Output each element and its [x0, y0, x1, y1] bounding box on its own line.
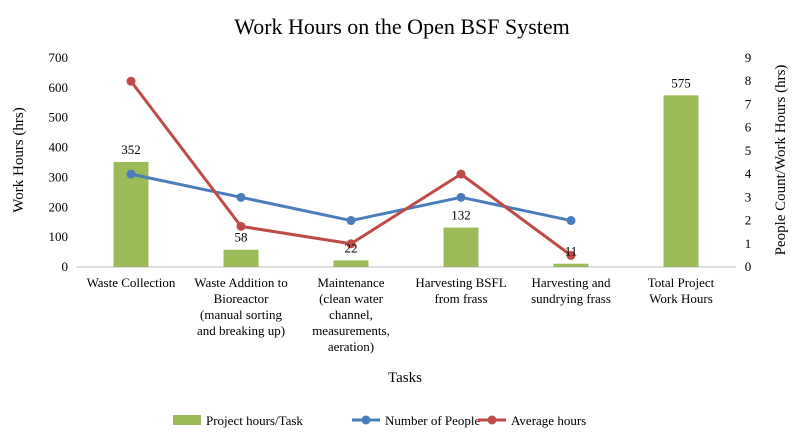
category-label: Harvesting BSFL from frass	[415, 275, 506, 306]
y2-tick-label: 7	[745, 96, 752, 111]
line-point	[236, 192, 246, 202]
y2-tick-label: 1	[745, 236, 752, 251]
category-label: Waste Addition to Bioreactor (manual sorti…	[194, 275, 288, 338]
legend-label: Average hours	[511, 413, 586, 428]
category-label-line: channel,	[329, 307, 373, 322]
category-label: Harvesting and sundrying frass	[531, 275, 611, 306]
line-point	[456, 192, 466, 202]
bar-value-label: 575	[671, 75, 691, 90]
y-tick-label: 500	[49, 110, 69, 125]
category-label-line: Maintenance	[317, 275, 384, 290]
right-axis: 0 1 2 3 4 5 6 7 8 9	[745, 50, 752, 274]
line-path	[130, 172, 572, 223]
line-point	[346, 239, 356, 249]
y2-tick-label: 9	[745, 50, 752, 65]
line-point	[126, 76, 136, 86]
legend: Project hours/Task Number of People Averag…	[173, 413, 586, 428]
line-path	[129, 80, 572, 257]
bar-series	[113, 95, 699, 267]
line-point	[456, 169, 466, 179]
y2-tick-label: 6	[745, 120, 752, 135]
category-label-line: Harvesting BSFL	[415, 275, 506, 290]
bar-data-labels: 352 58 22 132 11 575	[121, 75, 691, 258]
category-label-line: Bioreactor	[214, 291, 270, 306]
bar	[553, 263, 589, 267]
bar	[333, 260, 369, 267]
left-axis: 0 100 200 300 400 500 600 700	[49, 50, 69, 274]
category-label-line: Work Hours	[649, 291, 713, 306]
bar-value-label: 11	[565, 244, 578, 259]
y2-axis-title: People Count/Work Hours (hrs)	[773, 65, 789, 256]
line-point	[346, 216, 356, 226]
y2-tick-label: 3	[745, 189, 752, 204]
y2-tick-label: 5	[745, 143, 752, 158]
bar	[223, 249, 259, 267]
category-label-line: sundrying frass	[531, 291, 611, 306]
y-tick-label: 100	[49, 229, 69, 244]
category-label: Total Project Work Hours	[648, 275, 715, 306]
y2-tick-label: 4	[745, 166, 752, 181]
y-tick-label: 600	[49, 80, 69, 95]
category-label-line: aeration)	[328, 339, 374, 354]
chart-title: Work Hours on the Open BSF System	[234, 14, 570, 39]
y-axis-title: Work Hours (hrs)	[11, 107, 27, 212]
legend-label: Project hours/Task	[206, 413, 303, 428]
category-label-line: Total Project	[648, 275, 715, 290]
bar	[113, 161, 149, 267]
y-tick-label: 300	[49, 169, 69, 184]
y2-tick-label: 2	[745, 213, 752, 228]
line-point	[126, 169, 136, 179]
bar-value-label: 22	[345, 240, 358, 255]
category-label-line: Harvesting and	[531, 275, 611, 290]
category-label: Maintenance (clean water channel, measureme…	[312, 275, 390, 354]
plot-area: 0 100 200 300 400 500 600 700 0 1 2 3 4 5 6 7 8 9 352 58 2…	[49, 50, 752, 354]
y-tick-label: 0	[62, 259, 69, 274]
category-label: Waste Collection	[87, 275, 176, 290]
legend-marker	[361, 415, 371, 425]
legend-marker	[487, 415, 497, 425]
category-label-line: (manual sorting	[200, 307, 282, 322]
category-label-line: and breaking up)	[197, 323, 285, 338]
bar	[663, 95, 699, 267]
category-label-line: (clean water	[319, 291, 384, 306]
category-label-line: from frass	[434, 291, 487, 306]
line-series	[126, 76, 576, 260]
y-tick-label: 700	[49, 50, 69, 65]
legend-label: Number of People	[385, 413, 481, 428]
line-point	[566, 250, 576, 260]
y-tick-label: 200	[49, 199, 69, 214]
bar	[443, 227, 479, 267]
y2-tick-label: 0	[745, 259, 752, 274]
category-labels: Waste Collection Waste Addition to Bioreac…	[87, 275, 715, 354]
y2-tick-label: 8	[745, 73, 752, 88]
bar-value-label: 58	[235, 230, 248, 245]
line-point	[236, 221, 246, 231]
bar-value-label: 352	[121, 142, 141, 157]
line-point	[566, 216, 576, 226]
category-label-line: Waste Addition to	[194, 275, 288, 290]
category-label-line: measurements,	[312, 323, 390, 338]
bar-value-label: 132	[451, 208, 471, 223]
x-axis-title: Tasks	[388, 370, 422, 386]
category-label-line: Waste Collection	[87, 275, 176, 290]
legend-swatch	[173, 415, 201, 425]
y-tick-label: 400	[49, 140, 69, 155]
